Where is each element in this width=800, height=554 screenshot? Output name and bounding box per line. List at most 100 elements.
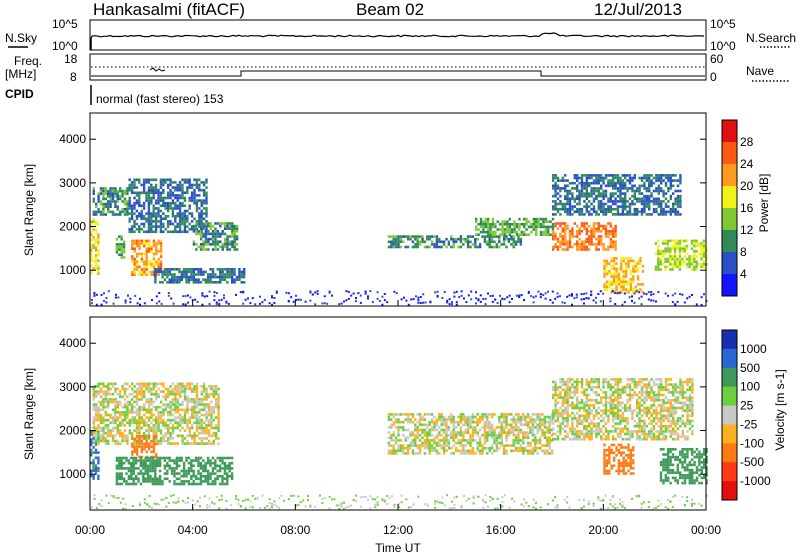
echo-cell [214,467,217,470]
echo-cell [92,408,95,412]
echo-cell [664,260,667,263]
echo-cell [621,207,624,211]
ground-scatter-cell [239,291,242,294]
ground-scatter-cell [491,294,494,297]
echo-cell [128,196,131,200]
echo-cell [554,380,557,384]
echo-cell [97,210,100,214]
echo-cell [607,232,610,236]
echo-cell [202,183,206,187]
echo-cell [166,273,169,276]
echo-cell [486,235,489,238]
echo-cell [522,449,525,453]
echo-cell [566,210,569,214]
echo-cell [442,243,446,246]
echo-cell [402,444,405,447]
echo-cell [195,403,199,406]
echo-cell [491,225,495,229]
echo-cell [109,210,112,214]
echo-cell [585,176,588,180]
echo-cell [228,469,231,473]
echo-cell [469,245,472,249]
echo-cell [638,210,641,214]
ground-scatter-cell [405,299,408,302]
echo-cell [526,431,530,434]
echo-cell [140,270,144,274]
echo-cell [186,220,189,223]
echo-cell [140,421,143,425]
echo-cell [399,446,403,450]
echo-cell [487,223,490,226]
echo-cell [127,469,131,473]
echo-cell [486,415,489,419]
ground-scatter-cell [652,299,655,302]
echo-cell [123,434,127,438]
echo-cell [204,240,208,243]
echo-cell [421,418,424,421]
echo-cell [483,426,487,429]
echo-cell [97,400,100,404]
echo-cell [188,181,191,184]
freq-tick-high: 18 [64,52,78,66]
echo-cell [202,217,206,221]
echo-cell [195,434,199,438]
echo-cell [411,240,415,244]
echo-cell [478,436,482,440]
echo-cell [202,232,205,236]
echo-cell [532,228,535,231]
echo-cell [546,436,549,440]
ground-scatter-cell [208,303,211,305]
echo-cell [552,427,555,431]
echo-cell [104,205,107,208]
echo-cell [231,230,234,233]
echo-cell [580,210,584,214]
echo-cell [529,431,532,434]
echo-cell [525,220,528,223]
echo-cell [433,415,436,419]
echo-cell [147,260,151,263]
echo-cell [150,273,153,276]
echo-cell [426,441,429,445]
echo-cell [90,272,93,275]
echo-cell [214,230,217,233]
echo-cell [157,257,160,261]
echo-cell [640,192,644,195]
echo-cell [669,207,672,211]
echo-cell [151,477,155,481]
echo-cell [131,421,134,425]
echo-cell [390,452,393,455]
ground-scatter-cell [611,290,614,293]
ground-scatter-cell [187,301,189,304]
echo-cell [614,213,617,216]
echo-cell [107,398,110,401]
echo-cell [186,439,189,443]
echo-cell [140,212,143,215]
echo-cell [195,230,198,233]
ground-scatter-cell [371,301,374,304]
echo-cell [583,245,586,249]
echo-cell [571,396,574,399]
echo-cell [114,416,117,419]
echo-cell [168,281,171,284]
echo-cell [559,378,562,381]
echo-cell [609,194,612,198]
echo-cell [217,411,220,414]
echo-cell [580,189,584,193]
echo-cell [190,270,193,274]
echo-cell [482,220,485,223]
echo-cell [159,239,163,243]
echo-cell [120,461,123,465]
echo-cell [169,194,172,197]
echo-cell [176,188,179,192]
echo-cell [464,423,467,427]
echo-cell [181,201,184,205]
echo-cell [209,464,212,468]
echo-cell [643,187,646,190]
echo-cell [537,217,540,221]
echo-cell [104,395,107,399]
echo-cell [607,184,610,188]
echo-cell [659,260,662,263]
echo-cell [561,240,564,243]
echo-cell [228,268,231,271]
echo-cell [179,382,182,386]
